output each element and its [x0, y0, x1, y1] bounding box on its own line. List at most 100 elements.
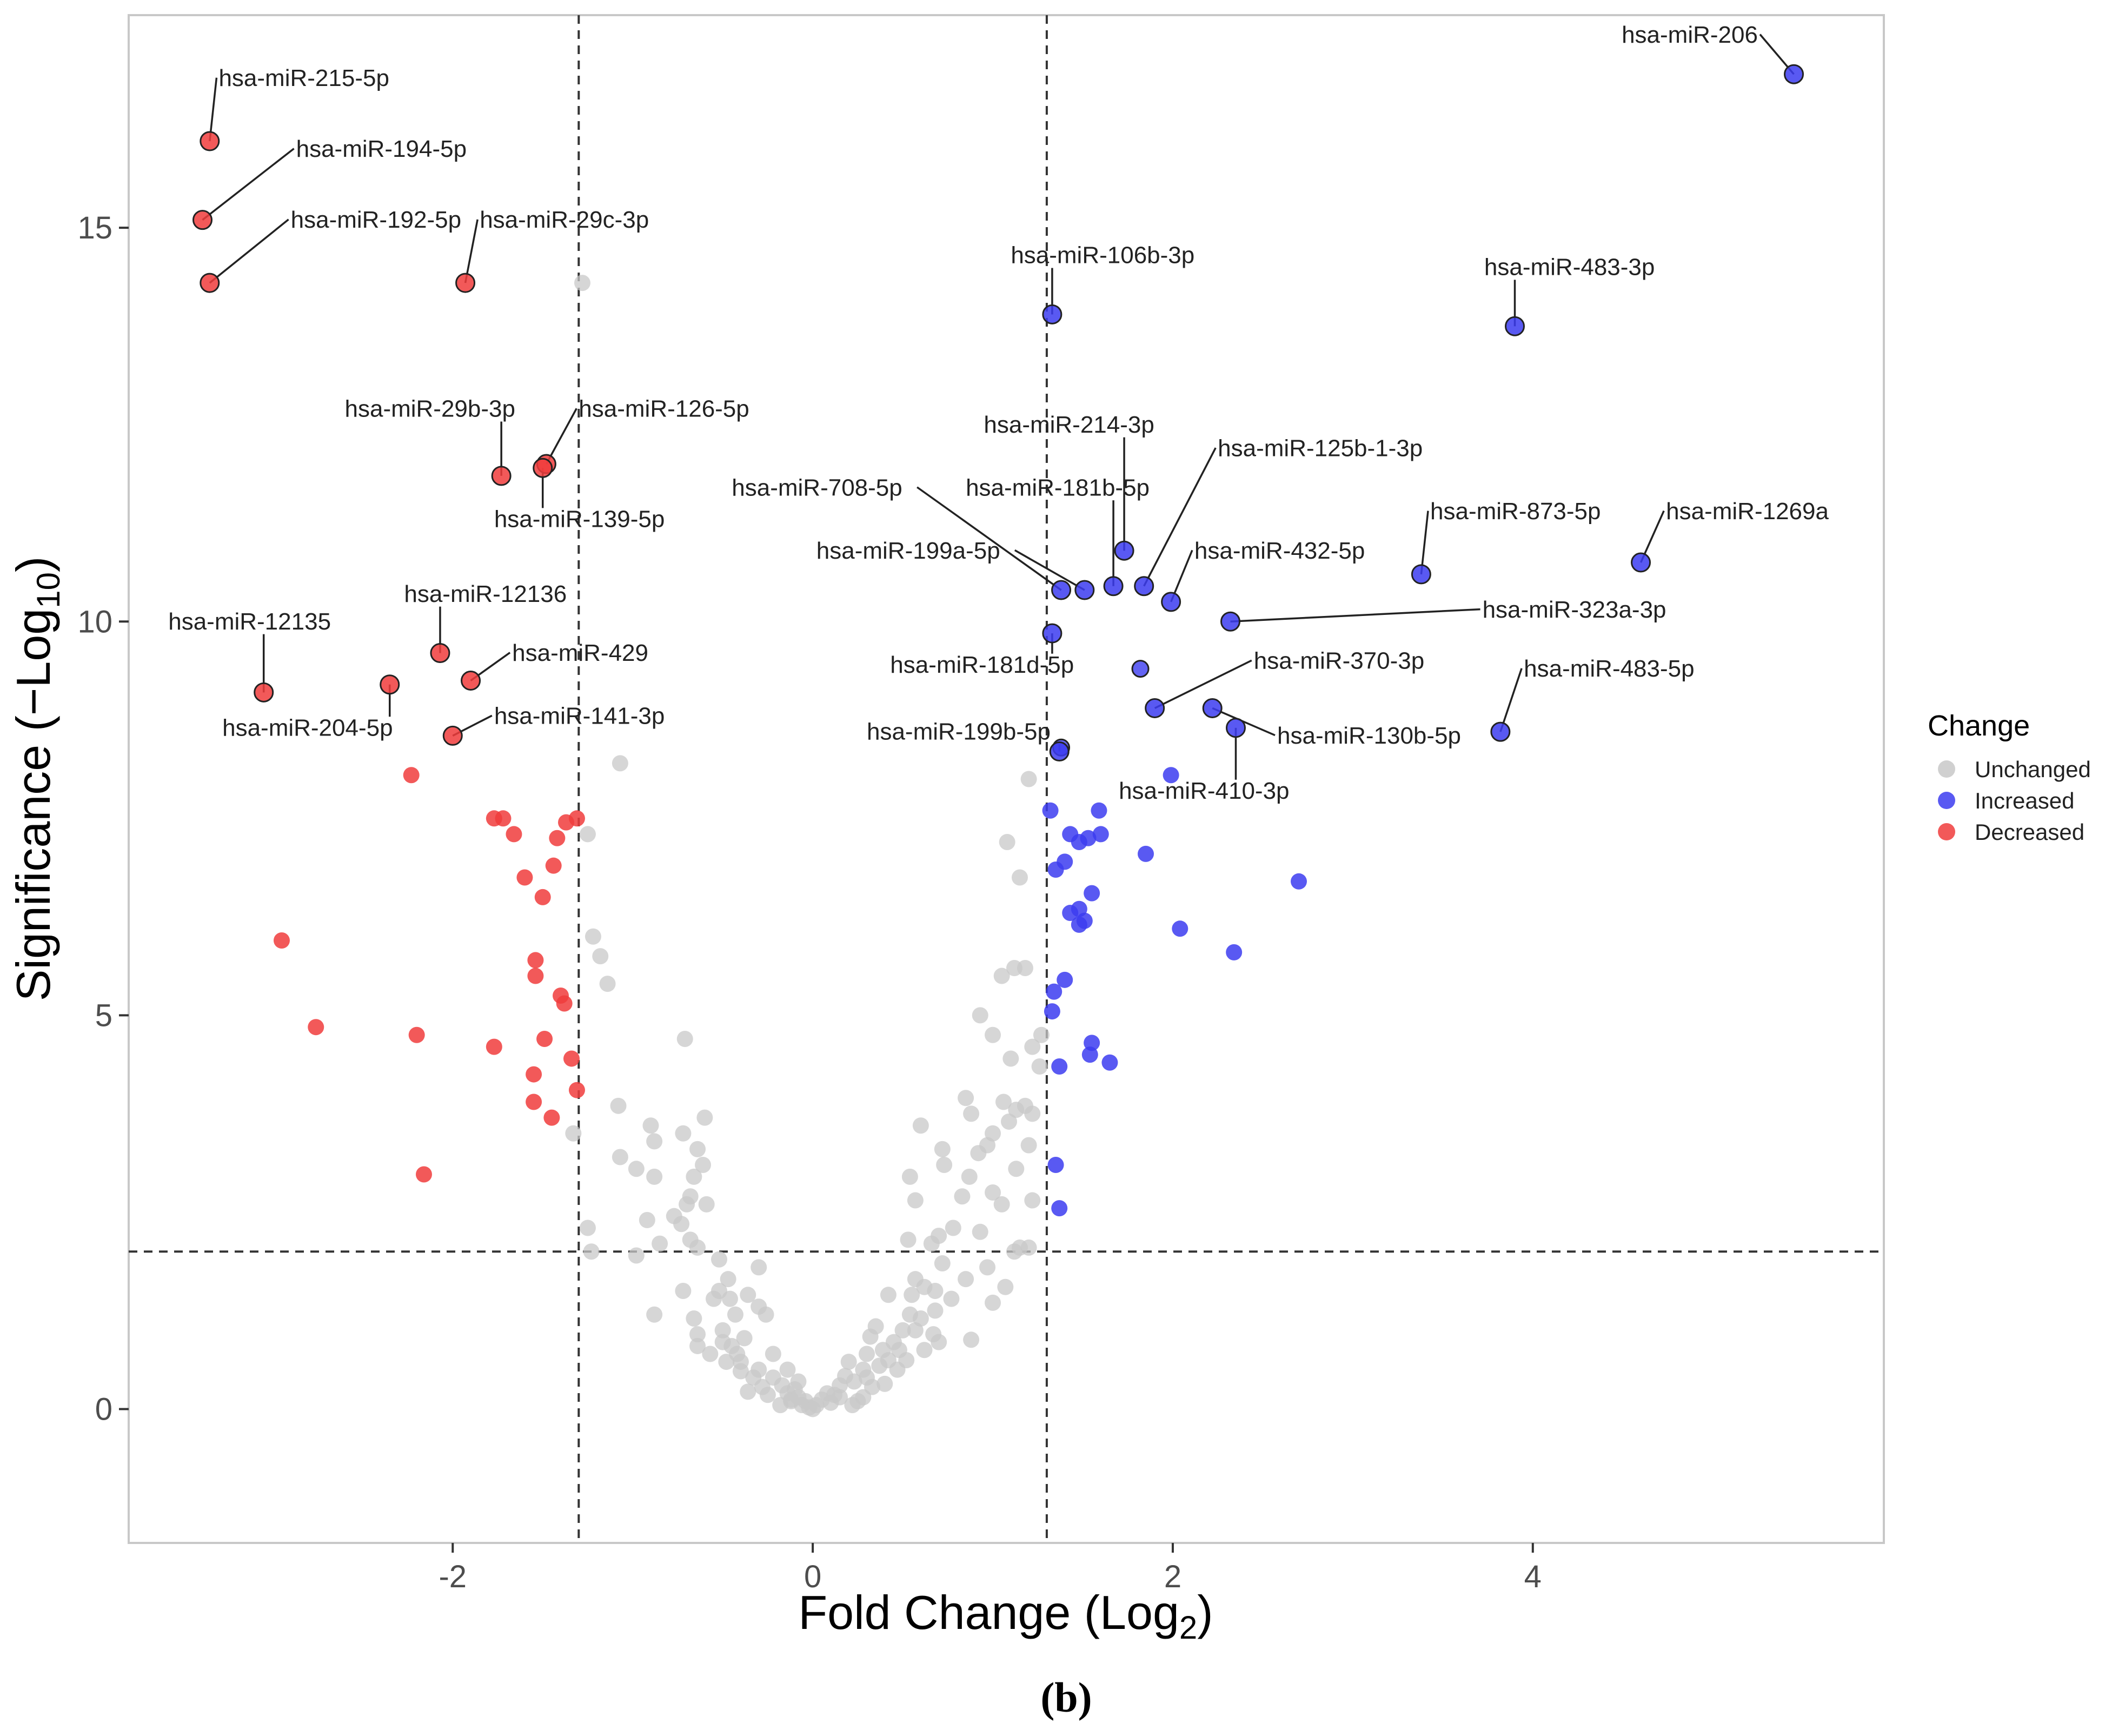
point-label: hsa-miR-181d-5p	[890, 652, 1074, 678]
point-increased-labeled	[1042, 623, 1063, 644]
point-unchanged	[612, 1149, 628, 1165]
point-unchanged	[695, 1157, 712, 1174]
point-label: hsa-miR-29b-3p	[345, 396, 515, 422]
point-decreased	[415, 1166, 432, 1183]
point-label: hsa-miR-215-5p	[218, 65, 389, 91]
point-unchanged	[934, 1255, 951, 1272]
legend: Change Unchanged Increased Decreased	[1928, 710, 2091, 845]
point-label: hsa-miR-708-5p	[732, 474, 902, 501]
point-unchanged	[574, 275, 590, 291]
point-unchanged	[985, 1294, 1001, 1311]
point-decreased	[495, 810, 512, 827]
point-unchanged	[698, 1196, 715, 1212]
point-decreased-labeled	[200, 273, 220, 293]
point-unchanged	[979, 1259, 996, 1276]
point-unchanged	[995, 1094, 1012, 1110]
point-decreased-labeled	[380, 674, 400, 695]
point-unchanged	[592, 948, 609, 965]
point-unchanged	[1000, 1113, 1017, 1130]
y-axis-title-suffix: )	[6, 556, 60, 572]
point-decreased	[536, 1031, 553, 1048]
point-unchanged	[927, 1302, 944, 1319]
point-increased-labeled	[1145, 698, 1165, 718]
point-label: hsa-miR-1269a	[1666, 498, 1829, 525]
label-leader-line	[1154, 659, 1252, 710]
point-unchanged	[858, 1369, 875, 1386]
legend-label-decreased: Decreased	[1975, 819, 2084, 845]
point-unchanged	[720, 1271, 736, 1288]
x-axis-title: Fold Change (Log2)	[798, 1586, 1213, 1646]
point-unchanged	[880, 1287, 897, 1303]
point-increased	[1080, 830, 1097, 846]
point-increased-labeled	[1225, 718, 1246, 738]
point-unchanged	[689, 1337, 706, 1354]
point-unchanged	[579, 826, 596, 843]
axis-ticks: -2 0 2 4 0 5 10 15	[77, 210, 1541, 1594]
point-decreased	[273, 932, 290, 949]
legend-label-increased: Increased	[1975, 788, 2074, 813]
point-decreased-labeled	[461, 670, 481, 691]
point-increased	[1047, 1157, 1064, 1174]
point-increased-labeled	[1161, 592, 1181, 612]
point-unchanged	[997, 1278, 1014, 1295]
point-increased	[1044, 1003, 1060, 1020]
point-increased-labeled	[1134, 576, 1154, 597]
point-unchanged	[696, 1109, 713, 1126]
point-unchanged	[943, 1290, 960, 1307]
label-leader-line	[202, 148, 295, 221]
legend-title: Change	[1928, 710, 2030, 742]
point-unchanged	[958, 1271, 974, 1288]
point-unchanged	[901, 1168, 918, 1185]
point-unchanged	[652, 1235, 668, 1252]
point-unchanged	[805, 1401, 821, 1417]
point-unchanged	[675, 1125, 692, 1142]
point-unchanged	[790, 1373, 807, 1390]
point-label: hsa-miR-12136	[404, 581, 567, 607]
point-decreased-labeled	[455, 273, 476, 293]
point-label: hsa-miR-139-5p	[494, 506, 665, 533]
point-label: hsa-miR-206	[1622, 22, 1758, 48]
point-unchanged	[702, 1346, 719, 1362]
label-leader-line	[1499, 668, 1523, 732]
point-unchanged	[904, 1287, 920, 1303]
point-unchanged	[727, 1306, 743, 1323]
point-decreased	[308, 1019, 324, 1036]
point-increased	[1051, 1200, 1068, 1217]
point-increased	[1057, 853, 1073, 870]
threshold-lines	[129, 15, 1884, 1543]
point-label: hsa-miR-141-3p	[494, 703, 665, 730]
point-unchanged	[970, 1145, 987, 1162]
label-leader-line	[1212, 707, 1276, 737]
point-increased-labeled	[1049, 741, 1070, 762]
point-increased-labeled	[1103, 576, 1124, 597]
point-unchanged	[718, 1354, 735, 1370]
point-label: hsa-miR-410-3p	[1119, 778, 1289, 804]
point-decreased	[486, 1038, 502, 1055]
point-increased-labeled	[1051, 580, 1072, 600]
point-increased	[1172, 920, 1188, 937]
point-unchanged	[999, 833, 1015, 850]
point-unchanged	[706, 1290, 722, 1307]
point-decreased	[527, 968, 544, 984]
point-label: hsa-miR-181b-5p	[966, 474, 1150, 501]
point-unchanged	[612, 755, 628, 772]
legend-swatch-decreased	[1938, 823, 1955, 840]
y-tick-label: 0	[95, 1392, 112, 1427]
point-unchanged	[934, 1141, 951, 1157]
point-decreased	[526, 1094, 542, 1110]
point-decreased-labeled	[192, 210, 213, 230]
point-unchanged	[628, 1161, 645, 1177]
point-unchanged	[689, 1141, 706, 1157]
point-unchanged	[961, 1168, 978, 1185]
point-increased-labeled	[1411, 564, 1431, 585]
point-decreased	[403, 767, 420, 784]
point-label: hsa-miR-432-5p	[1194, 538, 1365, 564]
point-unchanged	[912, 1310, 929, 1327]
point-increased-highlighted	[1131, 660, 1150, 678]
point-label: hsa-miR-194-5p	[296, 136, 467, 162]
point-label: hsa-miR-483-5p	[1524, 655, 1694, 682]
point-increased	[1084, 885, 1100, 902]
x-tick-label: -2	[439, 1559, 467, 1594]
point-unchanged	[639, 1211, 655, 1228]
point-label: hsa-miR-214-3p	[984, 412, 1154, 438]
